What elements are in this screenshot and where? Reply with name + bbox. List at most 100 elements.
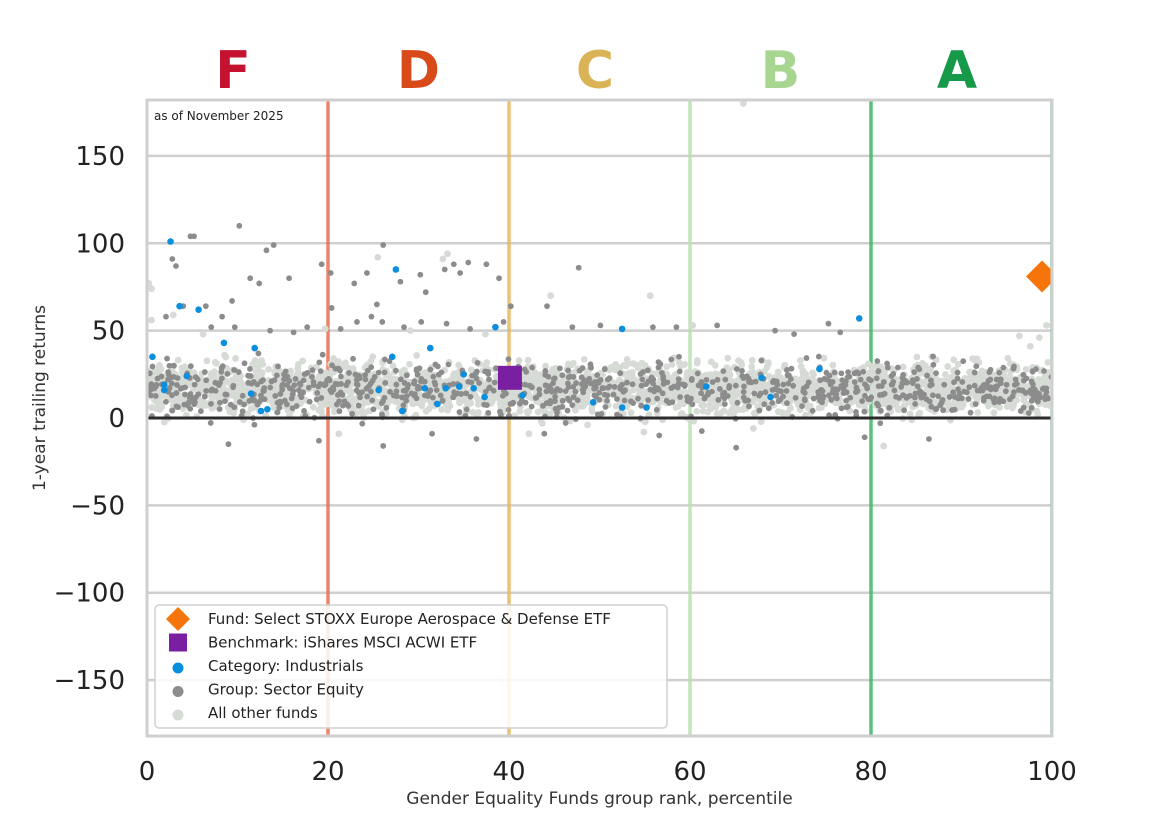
group-point [562,420,569,426]
group-point [277,399,284,406]
group-point [318,395,325,401]
category-point [816,365,823,373]
group-point [528,403,535,410]
group-point [720,391,726,397]
group-point [373,301,380,308]
group-point [601,366,608,372]
other-fund-point [757,418,765,425]
group-point [279,381,286,388]
group-point [655,364,662,371]
x-tick-label: 0 [139,757,156,787]
group-point [714,376,721,383]
other-fund-point [148,285,155,293]
group-point [476,380,483,386]
group-point [493,365,499,372]
group-point [928,403,935,410]
group-point [681,383,688,390]
plot-frame [145,98,1054,738]
group-point [611,383,618,390]
other-fund-point [160,418,168,426]
as-of-note: as of November 2025 [154,109,284,123]
other-fund-point [720,407,728,415]
group-point [416,365,423,372]
group-point [874,400,880,407]
group-point [263,247,270,254]
group-point [400,402,407,409]
group-point [491,379,498,386]
group-point [866,376,872,383]
group-point [370,406,377,413]
group-point [286,275,292,282]
group-point [336,408,343,415]
group-point [758,357,765,364]
group-point [973,363,980,370]
group-point [651,388,658,395]
group-point [874,358,881,364]
other-fund-point [318,408,325,416]
category-point [643,404,650,411]
group-point [888,381,895,388]
group-point [255,350,262,357]
other-fund-point [880,442,888,450]
group-point [1025,410,1032,416]
group-point [799,403,805,410]
other-fund-point [547,292,555,300]
group-point [565,367,572,374]
group-point [838,405,845,412]
other-fund-point [540,408,548,416]
other-fund-point [915,411,922,419]
y-tick-label: 150 [75,142,125,172]
other-fund-point [864,360,872,368]
other-fund-point [1004,374,1011,381]
group-point [443,320,450,327]
group-point [566,397,573,404]
group-point [235,369,242,375]
group-point [212,387,219,394]
group-point [450,381,457,387]
group-point [675,380,682,387]
group-point [490,387,497,394]
category-point [183,372,191,380]
category-point [455,383,463,390]
other-fund-point [698,401,705,409]
group-point [202,303,209,310]
group-point [911,369,918,376]
group-point [169,392,175,399]
legend-box [154,604,668,729]
other-fund-point [900,402,908,410]
group-point [844,374,851,380]
group-point [473,368,480,375]
group-point [721,401,728,407]
other-fund-point [1034,380,1042,388]
group-point [260,387,267,394]
group-point [173,390,180,396]
legend-marker [172,662,184,674]
group-point [533,394,540,401]
group-point [653,406,660,413]
group-point [645,397,652,403]
category-point [392,266,400,273]
category-point [375,386,382,394]
group-point [721,395,728,402]
group-point [158,373,165,380]
category-point [855,315,863,322]
other-fund-point [725,372,733,380]
group-point [769,387,776,393]
group-point [441,266,448,273]
group-point [574,397,581,404]
other-fund-point [628,369,636,376]
other-fund-point [406,360,413,368]
legend: Fund: Select STOXX Europe Aerospace & De… [154,604,668,729]
group-point [594,372,601,378]
group-point [191,233,197,240]
other-fund-point [556,391,564,399]
group-point [1028,397,1035,404]
group-point [187,405,194,412]
group-point [732,382,739,389]
group-point [773,378,780,385]
group-point [857,376,864,383]
other-fund-point [525,407,533,415]
group-point [343,382,350,389]
